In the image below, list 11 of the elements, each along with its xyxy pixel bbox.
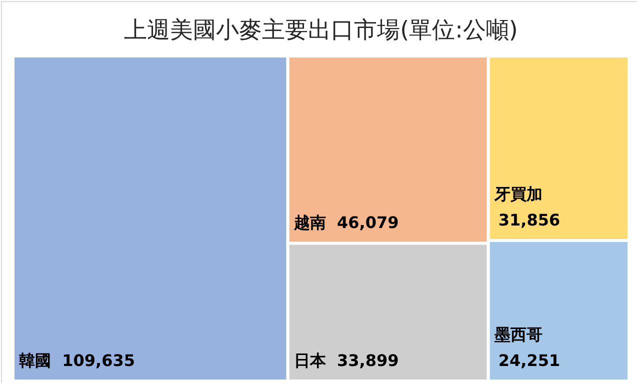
category-label: 韓國 [19,351,51,370]
category-label: 日本 [294,351,327,370]
data-label: 33,899 [336,351,399,370]
text: 上週美國小麥主要出口市場(單位:公噸) [124,18,518,44]
category-label: 牙買加 [493,184,542,204]
category-label: 越南 [292,213,326,232]
data-label: 31,856 [498,210,560,230]
data-label: 24,251 [498,351,560,370]
data-label: 46,079 [336,213,399,232]
category-label: 墨西哥 [493,325,542,344]
data-label: 109,635 [62,351,136,370]
